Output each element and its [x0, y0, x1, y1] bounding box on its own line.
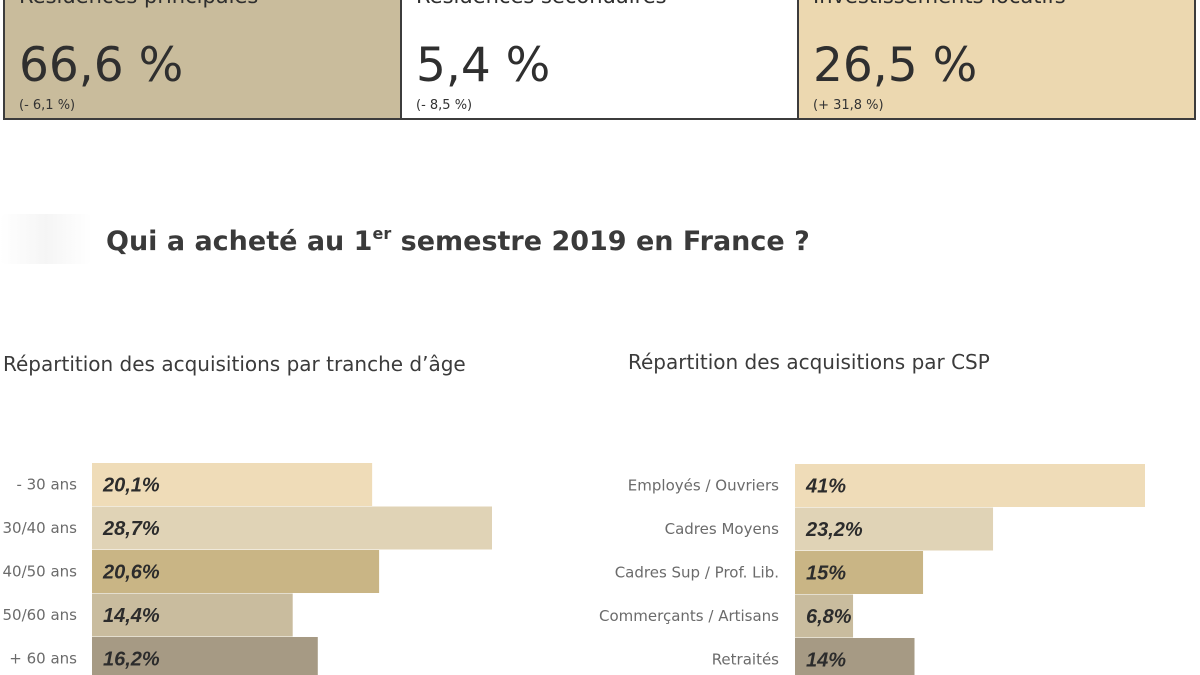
stat-title: Résidences secondaires	[416, 0, 667, 8]
age-category-label: 50/60 ans	[2, 606, 77, 624]
faded-logo-mark	[0, 214, 92, 264]
chart-title-csp: Répartition des acquisitions par CSP	[628, 350, 990, 374]
age-category-label: 40/50 ans	[2, 563, 77, 581]
csp-category-label: Employés / Ouvriers	[628, 477, 779, 495]
stat-value: 66,6 %	[19, 38, 184, 93]
stat-change: (- 8,5 %)	[416, 98, 473, 113]
stat-change: (- 6,1 %)	[19, 98, 76, 113]
csp-bar	[795, 507, 994, 551]
csp-bar	[795, 464, 1145, 507]
age-bar	[92, 550, 380, 593]
stat-title: Résidences principales	[19, 0, 258, 8]
age-category-label: + 60 ans	[9, 650, 77, 668]
csp-value-label: 6,8%	[806, 606, 852, 628]
csp-bar	[795, 638, 915, 675]
age-value-label: 16,2%	[103, 649, 160, 671]
age-bar	[92, 593, 293, 637]
age-value-label: 28,7%	[102, 518, 160, 540]
age-bar	[92, 506, 492, 550]
age-value-label: 20,6%	[102, 562, 160, 584]
age-category-label: - 30 ans	[16, 476, 77, 494]
age-category-label: 30/40 ans	[2, 519, 77, 537]
csp-category-label: Cadres Moyens	[665, 520, 780, 538]
age-value-label: 20,1%	[102, 475, 160, 497]
age-bar	[92, 637, 318, 675]
stats-strip: Résidences principales 66,6 % (- 6,1 %) …	[3, 0, 1196, 120]
stat-value: 5,4 %	[416, 38, 551, 93]
stat-card-residences-secondaires: Résidences secondaires 5,4 % (- 8,5 %)	[400, 0, 797, 118]
csp-value-label: 41%	[805, 476, 846, 498]
page-title-pre: Qui a acheté au 1	[106, 226, 373, 257]
csp-bar	[795, 594, 854, 638]
page-title-superscript: er	[372, 224, 392, 243]
csp-value-label: 15%	[806, 563, 846, 585]
csp-value-label: 14%	[806, 650, 846, 672]
chart-title-age: Répartition des acquisitions par tranche…	[3, 352, 466, 376]
age-value-label: 14,4%	[103, 605, 160, 627]
age-bar	[92, 463, 373, 506]
csp-bar	[795, 551, 924, 594]
csp-value-label: 23,2%	[805, 519, 863, 541]
csp-bar-chart: Employés / Ouvriers 41% Cadres Moyens 23,2%…	[599, 464, 1145, 675]
csp-category-label: Cadres Sup / Prof. Lib.	[615, 564, 779, 582]
page-title-post: semestre 2019 en France ?	[391, 226, 810, 257]
csp-category-label: Retraités	[712, 651, 779, 669]
stat-card-residences-principales: Résidences principales 66,6 % (- 6,1 %)	[5, 0, 400, 118]
stat-value: 26,5 %	[813, 38, 978, 93]
csp-category-label: Commerçants / Artisans	[599, 607, 779, 625]
stat-title: Investissements locatifs	[813, 0, 1066, 8]
stat-change: (+ 31,8 %)	[813, 98, 884, 113]
page-title: Qui a acheté au 1er semestre 2019 en Fra…	[106, 224, 810, 258]
stat-card-investissements-locatifs: Investissements locatifs 26,5 % (+ 31,8 …	[797, 0, 1194, 118]
age-bar-chart: - 30 ans 20,1% 30/40 ans 28,7% 40/50 ans 20,6…	[2, 463, 492, 675]
